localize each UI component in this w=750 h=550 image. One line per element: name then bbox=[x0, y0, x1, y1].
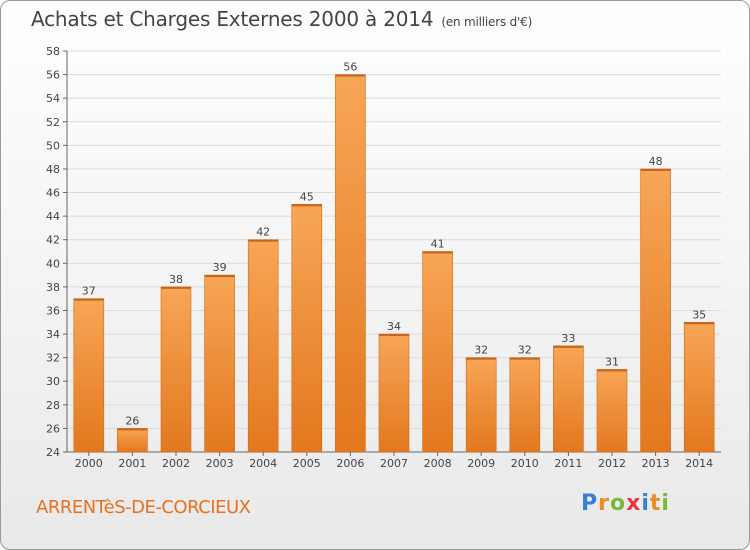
bar bbox=[465, 357, 497, 453]
x-tick-label: 2002 bbox=[162, 457, 190, 470]
y-tick-label: 46 bbox=[46, 187, 60, 200]
bar-top-edge bbox=[248, 239, 279, 242]
data-label: 35 bbox=[692, 308, 706, 321]
data-label: 31 bbox=[605, 355, 619, 368]
data-label: 37 bbox=[82, 285, 96, 298]
x-tick-label: 2007 bbox=[380, 457, 408, 470]
x-tick-label: 2001 bbox=[118, 457, 146, 470]
x-tick-label: 2005 bbox=[293, 457, 321, 470]
data-label: 42 bbox=[256, 226, 270, 239]
x-tick-label: 2013 bbox=[642, 457, 670, 470]
title-text: Achats et Charges Externes 2000 à 2014 bbox=[31, 7, 434, 31]
y-tick-label: 36 bbox=[46, 304, 60, 317]
bar bbox=[160, 286, 192, 453]
proxiti-logo: Proxiti bbox=[581, 491, 670, 516]
bar-top-edge bbox=[553, 345, 584, 348]
y-tick-label: 24 bbox=[46, 446, 60, 459]
bar bbox=[596, 369, 628, 453]
bar-top-edge bbox=[597, 369, 627, 372]
logo-letter: i bbox=[661, 491, 670, 516]
y-tick-label: 58 bbox=[46, 45, 60, 58]
y-tick-label: 30 bbox=[46, 375, 60, 388]
logo-letter: o bbox=[609, 491, 627, 516]
y-tick-label: 40 bbox=[46, 257, 60, 270]
y-tick-label: 42 bbox=[46, 234, 60, 247]
bar bbox=[422, 251, 453, 453]
bar bbox=[378, 333, 410, 453]
bar bbox=[683, 321, 715, 453]
data-label: 33 bbox=[561, 332, 575, 345]
logo-letter: i bbox=[641, 491, 650, 516]
y-tick-label: 44 bbox=[46, 210, 60, 223]
bar bbox=[335, 74, 366, 453]
data-label: 34 bbox=[387, 320, 401, 333]
x-tick-label: 2014 bbox=[685, 457, 713, 470]
bar bbox=[509, 357, 541, 453]
labels: 24 26 28 30 32 34 36 38 40 42 44 46 48 50 52 54 56 58 37 20… bbox=[46, 45, 713, 470]
bar-top-edge bbox=[422, 251, 453, 254]
data-label: 48 bbox=[649, 155, 663, 168]
bar bbox=[247, 239, 279, 453]
data-label: 32 bbox=[518, 344, 532, 357]
x-tick-label: 2003 bbox=[206, 457, 234, 470]
x-tick-label: 2011 bbox=[554, 457, 582, 470]
data-label: 32 bbox=[474, 344, 488, 357]
bar-top-edge bbox=[509, 357, 540, 360]
data-label: 26 bbox=[125, 414, 139, 427]
bar-top-edge bbox=[73, 298, 104, 301]
x-tick-label: 2000 bbox=[75, 457, 103, 470]
logo-letter: t bbox=[649, 491, 662, 516]
y-tick-label: 34 bbox=[46, 328, 60, 341]
bars bbox=[73, 74, 715, 453]
data-label: 45 bbox=[300, 190, 314, 203]
data-label: 56 bbox=[343, 61, 357, 74]
bar-top-edge bbox=[379, 334, 409, 337]
x-tick-label: 2012 bbox=[598, 457, 626, 470]
bar bbox=[553, 345, 584, 453]
y-tick-label: 54 bbox=[46, 92, 60, 105]
bar bbox=[117, 428, 148, 453]
bar bbox=[204, 274, 235, 453]
y-tick-label: 26 bbox=[46, 422, 60, 435]
bar-top-edge bbox=[466, 357, 497, 360]
town-name: ARRENTèS-DE-CORCIEUX bbox=[36, 497, 251, 518]
x-tick-label: 2008 bbox=[424, 457, 452, 470]
y-tick-label: 28 bbox=[46, 399, 60, 412]
bar-top-edge bbox=[640, 168, 671, 171]
logo-letter: r bbox=[598, 491, 610, 516]
x-tick-label: 2004 bbox=[249, 457, 277, 470]
x-tick-label: 2010 bbox=[511, 457, 539, 470]
y-tick-label: 32 bbox=[46, 352, 60, 365]
bar bbox=[291, 204, 323, 453]
chart-title: Achats et Charges Externes 2000 à 2014 (e… bbox=[31, 7, 532, 31]
bar-top-edge bbox=[684, 322, 715, 325]
bar-top-edge bbox=[204, 275, 235, 278]
y-tick-label: 50 bbox=[46, 139, 60, 152]
y-tick-label: 38 bbox=[46, 281, 60, 294]
bar-top-edge bbox=[291, 204, 322, 207]
data-label: 41 bbox=[431, 238, 445, 251]
bar bbox=[640, 168, 671, 453]
data-label: 38 bbox=[169, 273, 183, 286]
y-tick-label: 52 bbox=[46, 116, 60, 129]
bar bbox=[73, 298, 105, 453]
bar-top-edge bbox=[117, 428, 148, 431]
data-label: 39 bbox=[213, 261, 227, 274]
logo-letter: x bbox=[626, 491, 642, 516]
bar-top-edge bbox=[335, 74, 366, 77]
x-tick-label: 2009 bbox=[467, 457, 495, 470]
logo-letter: P bbox=[581, 491, 599, 516]
bar-top-edge bbox=[161, 286, 191, 289]
subtitle-text: (en milliers d'€) bbox=[441, 15, 533, 29]
y-tick-label: 56 bbox=[46, 69, 60, 82]
y-tick-label: 48 bbox=[46, 163, 60, 176]
x-tick-label: 2006 bbox=[336, 457, 364, 470]
